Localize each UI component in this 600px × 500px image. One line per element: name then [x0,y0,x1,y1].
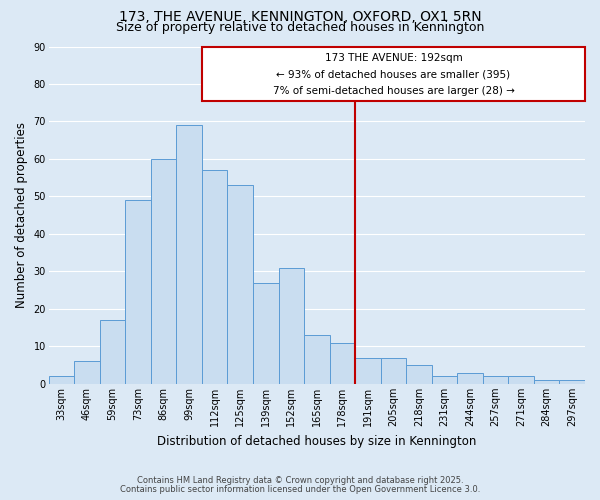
Bar [202,170,227,384]
Bar [329,342,355,384]
Text: Size of property relative to detached houses in Kennington: Size of property relative to detached ho… [116,21,484,34]
Bar [100,320,125,384]
Text: ← 93% of detached houses are smaller (395): ← 93% of detached houses are smaller (39… [277,70,511,80]
Bar [432,376,457,384]
Text: 173 THE AVENUE: 192sqm: 173 THE AVENUE: 192sqm [325,53,463,63]
Bar [304,335,329,384]
Bar [406,365,432,384]
Bar [508,376,534,384]
Text: 173, THE AVENUE, KENNINGTON, OXFORD, OX1 5RN: 173, THE AVENUE, KENNINGTON, OXFORD, OX1… [119,10,481,24]
Text: Contains HM Land Registry data © Crown copyright and database right 2025.: Contains HM Land Registry data © Crown c… [137,476,463,485]
Bar [176,125,202,384]
Bar [278,268,304,384]
Bar [355,358,380,384]
Bar [534,380,559,384]
Bar [380,358,406,384]
Text: Contains public sector information licensed under the Open Government Licence 3.: Contains public sector information licen… [120,485,480,494]
Text: 7% of semi-detached houses are larger (28) →: 7% of semi-detached houses are larger (2… [272,86,514,96]
Bar [559,380,585,384]
X-axis label: Distribution of detached houses by size in Kennington: Distribution of detached houses by size … [157,434,476,448]
FancyBboxPatch shape [202,46,585,101]
Bar [227,185,253,384]
Bar [49,376,74,384]
Y-axis label: Number of detached properties: Number of detached properties [15,122,28,308]
Bar [74,362,100,384]
Bar [483,376,508,384]
Bar [253,282,278,384]
Bar [457,372,483,384]
Bar [125,200,151,384]
Bar [151,159,176,384]
